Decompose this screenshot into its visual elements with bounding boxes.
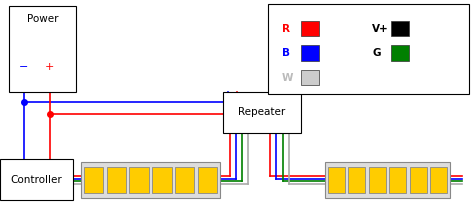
- Text: Controller: Controller: [11, 174, 63, 185]
- Bar: [328, 167, 345, 193]
- Bar: [348, 167, 365, 193]
- Text: Repeater: Repeater: [238, 107, 285, 117]
- Bar: [430, 167, 447, 193]
- Bar: [198, 167, 217, 193]
- Bar: [301, 45, 319, 61]
- Bar: [81, 162, 220, 198]
- Bar: [129, 167, 149, 193]
- Text: Power: Power: [27, 14, 58, 24]
- Bar: [0, 159, 73, 200]
- Text: W: W: [282, 72, 293, 83]
- Bar: [391, 45, 409, 61]
- Text: −: −: [19, 62, 28, 72]
- Bar: [175, 167, 194, 193]
- Bar: [369, 167, 386, 193]
- Bar: [268, 4, 469, 94]
- Bar: [389, 167, 406, 193]
- Bar: [301, 21, 319, 36]
- Bar: [84, 167, 103, 193]
- Bar: [391, 21, 409, 36]
- Bar: [325, 162, 450, 198]
- Bar: [223, 92, 301, 133]
- Text: B: B: [282, 48, 290, 58]
- Text: +: +: [45, 62, 55, 72]
- Bar: [152, 167, 172, 193]
- Text: V+: V+: [372, 23, 389, 34]
- Bar: [9, 6, 76, 92]
- Text: R: R: [282, 23, 290, 34]
- Bar: [107, 167, 126, 193]
- Bar: [410, 167, 427, 193]
- Text: G: G: [372, 48, 381, 58]
- Bar: [301, 70, 319, 85]
